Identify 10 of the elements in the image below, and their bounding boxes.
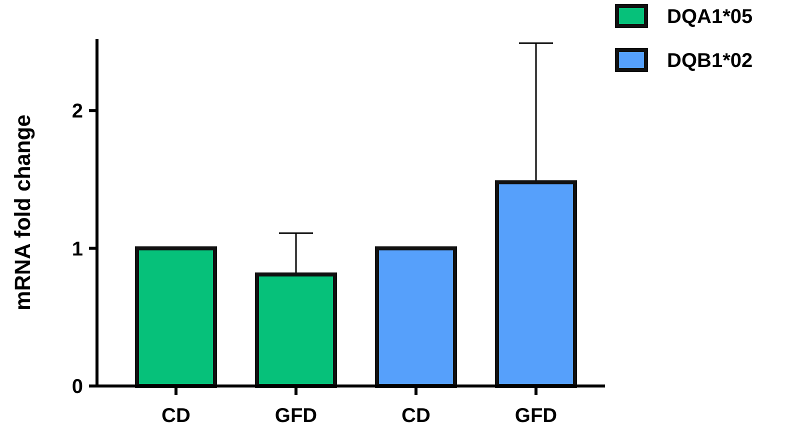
x-tick-label: CD — [402, 405, 430, 427]
legend-label: DQB1*02 — [667, 50, 753, 72]
x-tick-label: GFD — [274, 405, 318, 427]
y-tick-label: 2 — [72, 100, 83, 123]
y-tick-label: 1 — [72, 238, 83, 260]
y-axis-title: mRNA fold change — [10, 114, 35, 310]
x-tick-label: GFD — [514, 405, 558, 427]
legend-label: DQA1*05 — [667, 6, 753, 28]
x-tick-label: CD — [162, 405, 190, 427]
y-tick-label: 0 — [72, 376, 83, 398]
